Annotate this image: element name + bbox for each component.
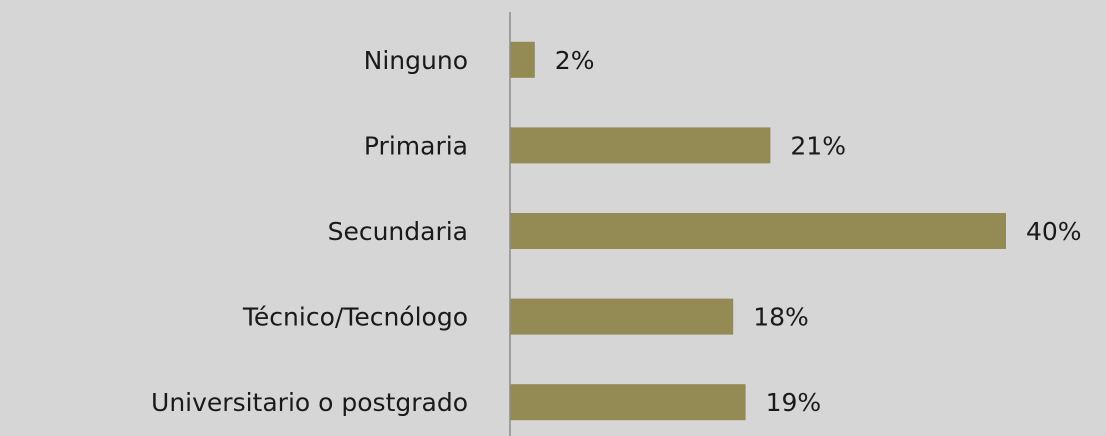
bar <box>510 127 771 164</box>
category-label: Secundaria <box>328 217 468 246</box>
category-label: Universitario o postgrado <box>151 388 468 417</box>
value-label: 18% <box>753 303 809 332</box>
category-label: Primaria <box>364 131 468 160</box>
bar <box>510 41 535 78</box>
category-label: Técnico/Tecnólogo <box>242 303 468 332</box>
bar <box>510 298 734 335</box>
value-label: 21% <box>790 131 846 160</box>
value-label: 40% <box>1026 217 1082 246</box>
value-label: 2% <box>555 46 595 75</box>
bar <box>510 213 1006 249</box>
bar <box>510 384 746 421</box>
value-label: 19% <box>766 388 822 417</box>
category-label: Ninguno <box>364 46 468 75</box>
